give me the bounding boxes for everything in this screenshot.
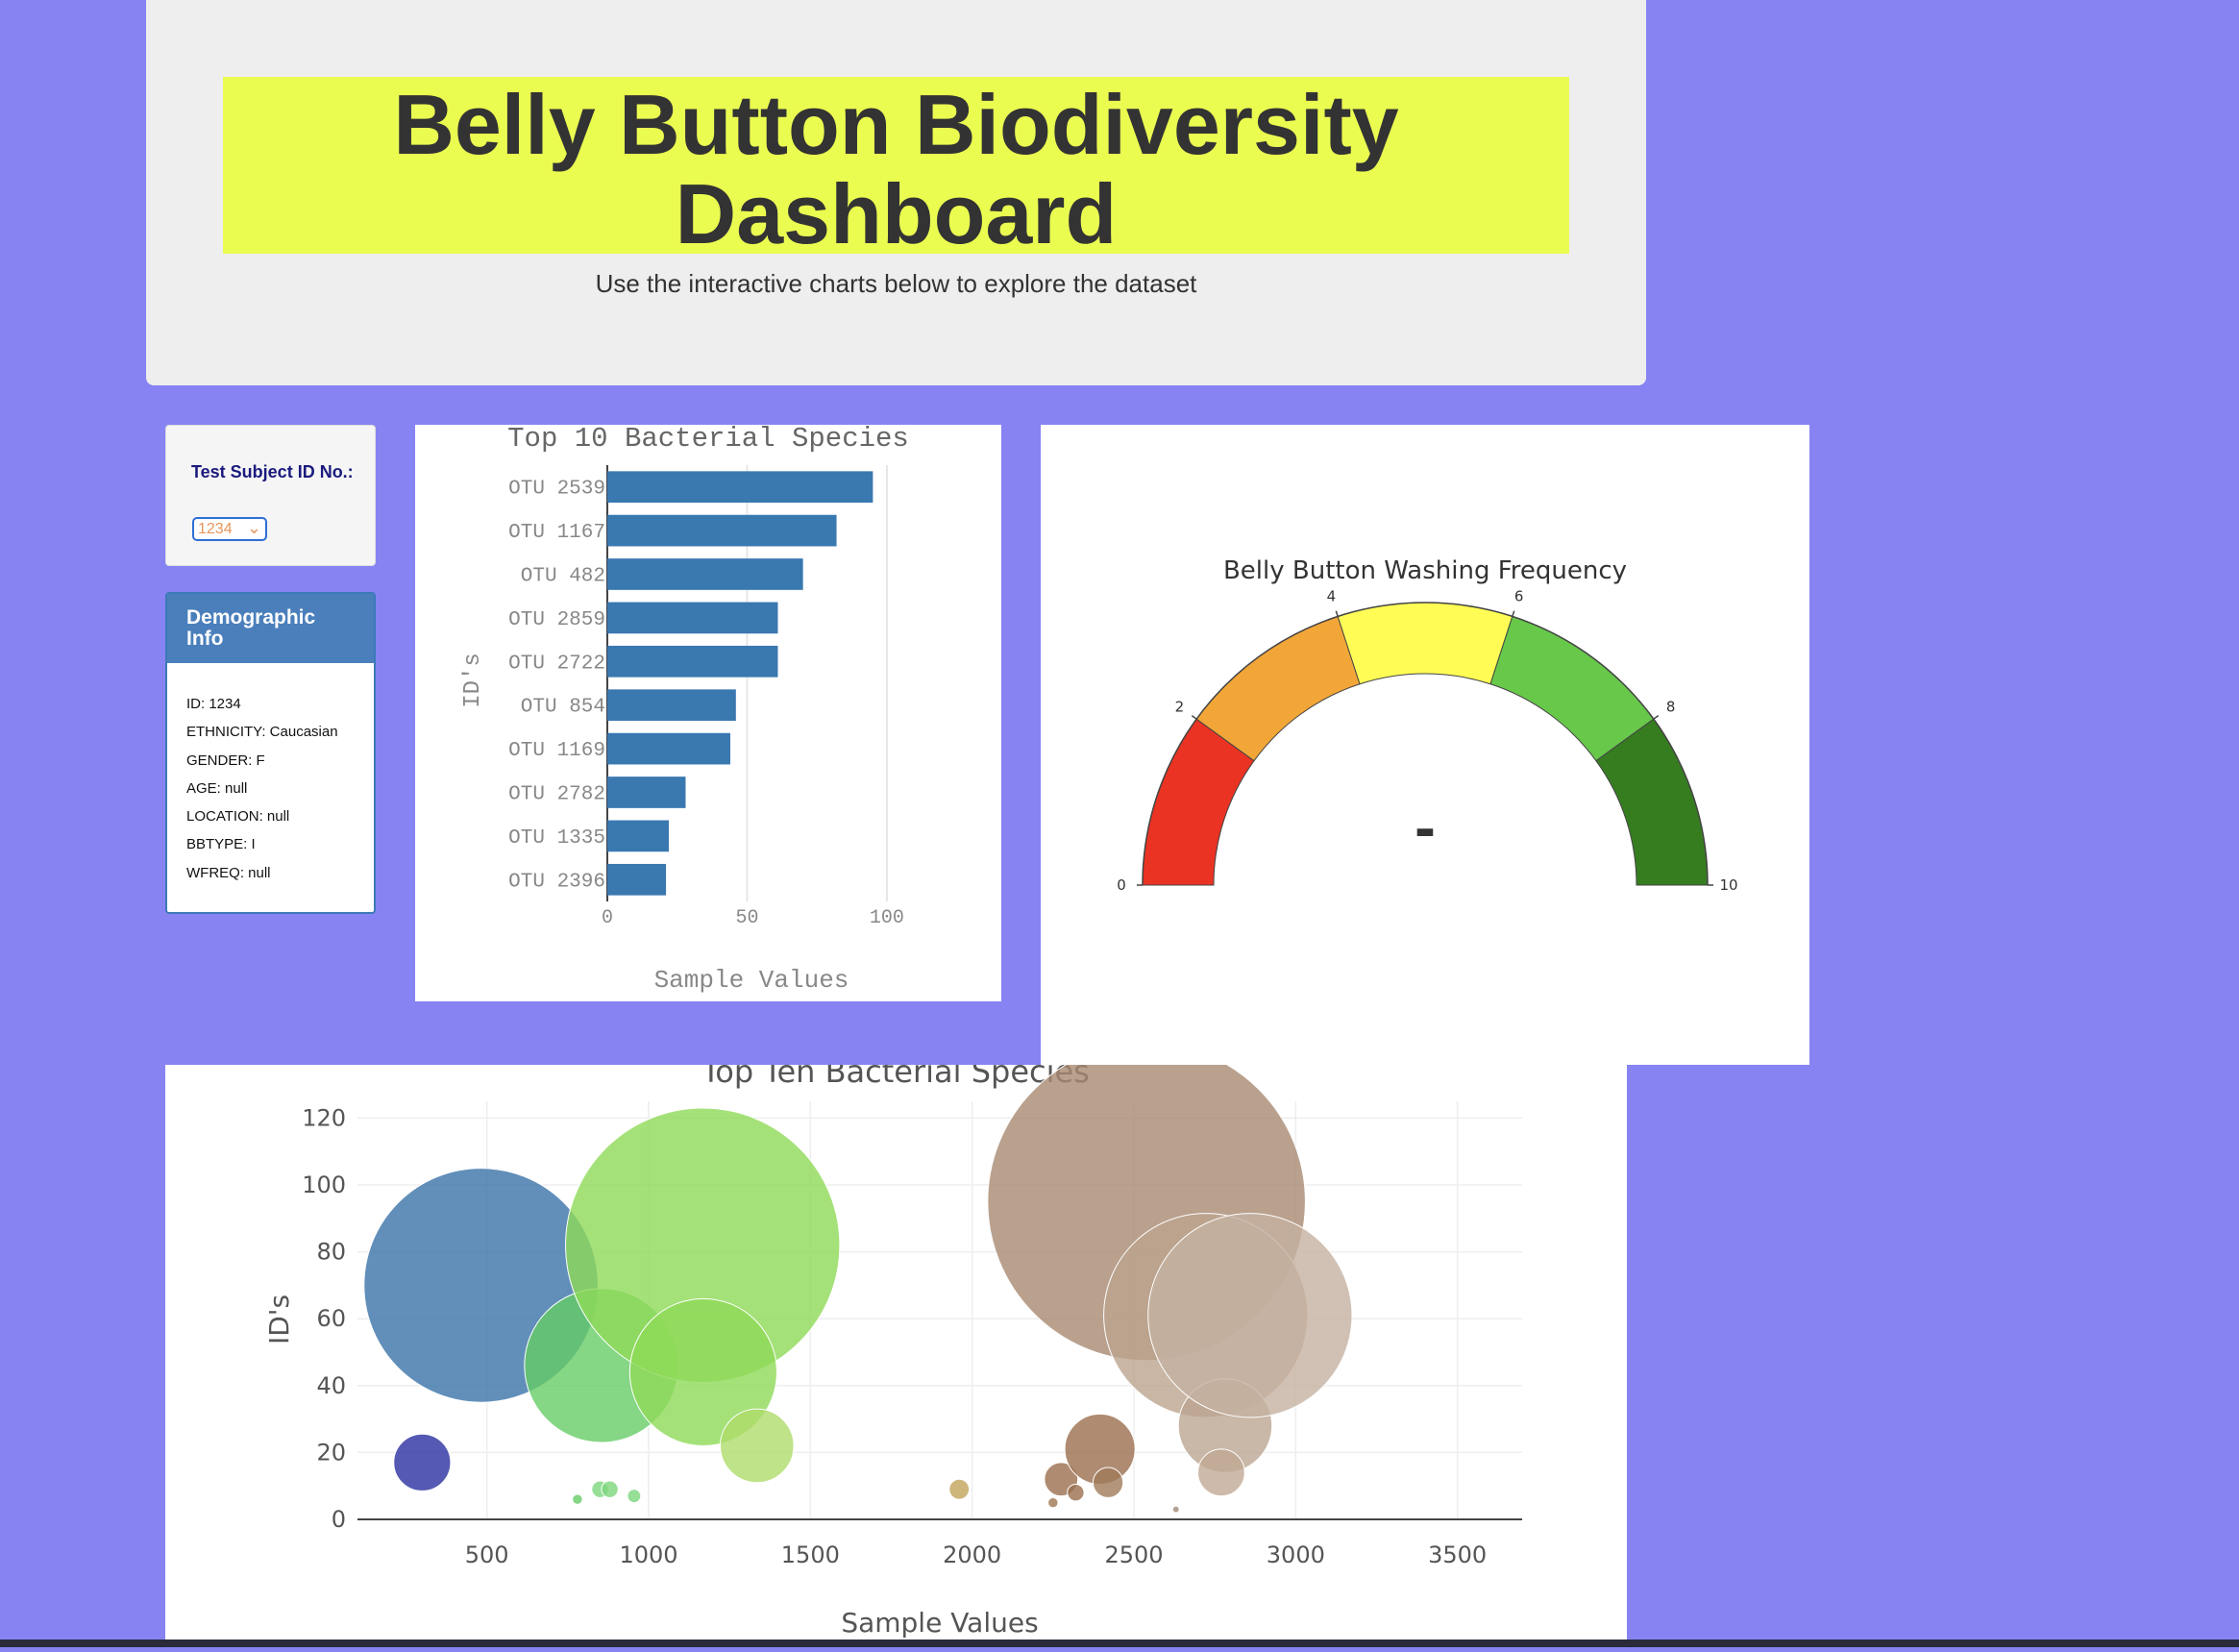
bar-chart[interactable]: Top 10 Bacterial Species 0 50 100 OTU 2539 OT… (415, 423, 1001, 1001)
demographic-ethnicity: ETHNICITY: Caucasian (186, 724, 338, 741)
bubble-mark (1092, 1467, 1124, 1498)
bubble-mark (1197, 1448, 1245, 1497)
bubble-y-tick-label: 80 (316, 1239, 346, 1266)
bubble-mark (1147, 1213, 1353, 1418)
jumbotron-header: Belly Button Biodiversity Dashboard Use … (146, 0, 1646, 385)
bar-mark (607, 863, 667, 896)
bar-y-tick-label: OTU 854 (521, 697, 605, 719)
bar-y-tick-label: OTU 1169 (508, 740, 605, 762)
bubble-mark (1047, 1496, 1059, 1509)
bubble-mark (948, 1478, 971, 1500)
bubble-x-tick-label: 2500 (1104, 1541, 1163, 1568)
bubble-mark (627, 1489, 642, 1504)
gauge-chart[interactable]: Belly Button Washing Frequency 0 2 4 6 8 10 - (1041, 425, 1809, 1065)
bar-x-axis-title: Sample Values (654, 966, 849, 995)
bubble-x-tick-label: 1000 (619, 1541, 677, 1568)
bar-y-tick-label: OTU 482 (521, 566, 605, 588)
chevron-down-icon: ⌄ (246, 518, 261, 537)
bar-mark (607, 514, 837, 547)
page-title-text: Belly Button Biodiversity Dashboard (393, 77, 1399, 261)
bar-y-tick-label: OTU 2782 (508, 784, 605, 806)
gauge-tick-label: 10 (1719, 876, 1737, 894)
bubble-y-tick-label: 100 (302, 1171, 346, 1198)
gauge-tick-label: 2 (1175, 698, 1185, 715)
gauge-band (1337, 602, 1513, 685)
bar-mark (607, 820, 669, 852)
demographic-age: AGE: null (186, 779, 248, 797)
gauge-tick-label: 8 (1666, 698, 1676, 715)
bar-y-tick-label: OTU 2539 (508, 479, 605, 501)
gauge-value: - (1415, 800, 1436, 860)
gauge-tick (1512, 610, 1515, 617)
bar-mark (607, 602, 778, 634)
taskbar-strip (0, 1640, 2239, 1647)
subject-select-label: Test Subject ID No.: (191, 462, 354, 481)
bar-y-tick-label: OTU 2396 (508, 871, 605, 893)
bubble-y-tick-label: 40 (316, 1372, 346, 1399)
bar-mark (607, 645, 778, 678)
gauge-tick (1191, 715, 1197, 720)
demographic-info-heading: Demographic Info (167, 594, 374, 663)
gauge-tick-label: 4 (1327, 587, 1337, 604)
bubble-mark (720, 1408, 795, 1484)
bubble-chart-card[interactable]: Top Ten Bacterial Species 500 1000 1500 2000… (165, 1042, 1627, 1647)
bubble-y-axis-title: ID's (263, 1294, 295, 1344)
bar-chart-title: Top 10 Bacterial Species (507, 425, 909, 455)
demographic-info-panel: Demographic Info ID: 1234 ETHNICITY: Cau… (165, 592, 376, 914)
gauge-tick-label: 6 (1514, 587, 1524, 604)
bubble-x-tick-label: 500 (465, 1541, 509, 1568)
bar-x-tick-label: 50 (735, 907, 758, 929)
demographic-info-list: ID: 1234 ETHNICITY: Caucasian GENDER: F … (167, 663, 374, 893)
subject-id-dropdown[interactable]: 1234 ⌄ (192, 517, 267, 541)
bubble-mark (601, 1480, 619, 1498)
bubble-x-tick-label: 2000 (943, 1541, 1001, 1568)
page-title: Belly Button Biodiversity Dashboard (223, 77, 1569, 259)
demographic-id: ID: 1234 (186, 696, 241, 712)
page-subtitle: Use the interactive charts below to expl… (595, 269, 1197, 298)
bubble-mark (1171, 1505, 1180, 1514)
bar-y-tick-label: OTU 1335 (508, 827, 605, 850)
bar-y-axis-title: ID's (460, 653, 486, 708)
gauge-chart-card[interactable]: Belly Button Washing Frequency 0 2 4 6 8 10 - (1041, 425, 1809, 1065)
bar-mark (607, 732, 730, 765)
gauge-tick-label: 0 (1117, 876, 1126, 894)
gauge-tick (1335, 610, 1339, 617)
bubble-x-tick-label: 1500 (781, 1541, 840, 1568)
subject-select-panel: Test Subject ID No.: 1234 ⌄ (165, 425, 376, 566)
bubble-y-tick-label: 60 (316, 1305, 346, 1332)
bubble-y-tick-label: 0 (332, 1506, 346, 1533)
bar-y-tick-label: OTU 2859 (508, 609, 605, 631)
bar-mark (607, 777, 686, 808)
bubble-mark (393, 1433, 452, 1492)
bar-chart-card[interactable]: Top 10 Bacterial Species 0 50 100 OTU 2539 OT… (415, 423, 1001, 1001)
gauge-tick (1653, 715, 1660, 720)
bubble-x-tick-label: 3500 (1428, 1541, 1487, 1568)
bar-y-tick-label: OTU 2722 (508, 653, 605, 675)
bubble-mark (572, 1493, 583, 1505)
bubble-mark (1067, 1483, 1085, 1502)
bar-x-tick-label: 0 (602, 907, 613, 929)
bar-mark (607, 689, 736, 722)
gauge-outline (1142, 602, 1709, 886)
bubble-mark (628, 1297, 777, 1446)
bar-y-tick-label: OTU 1167 (508, 522, 605, 544)
bar-x-tick-label: 100 (870, 907, 904, 929)
bubble-y-tick-label: 20 (316, 1439, 346, 1466)
bubble-x-axis-title: Sample Values (841, 1607, 1038, 1639)
demographic-wfreq: WFREQ: null (186, 864, 271, 881)
demographic-location: LOCATION: null (186, 808, 290, 826)
bar-mark (607, 558, 803, 590)
bubble-chart-title: Top Ten Bacterial Species (701, 1065, 1090, 1090)
demographic-gender: GENDER: F (186, 752, 265, 769)
bubble-x-tick-label: 3000 (1267, 1541, 1325, 1568)
gauge-title: Belly Button Washing Frequency (1223, 556, 1627, 585)
bubble-y-tick-label: 120 (302, 1104, 346, 1131)
subject-id-selected: 1234 (198, 521, 233, 537)
bar-mark (607, 471, 873, 504)
demographic-bbtype: BBTYPE: I (186, 836, 256, 853)
